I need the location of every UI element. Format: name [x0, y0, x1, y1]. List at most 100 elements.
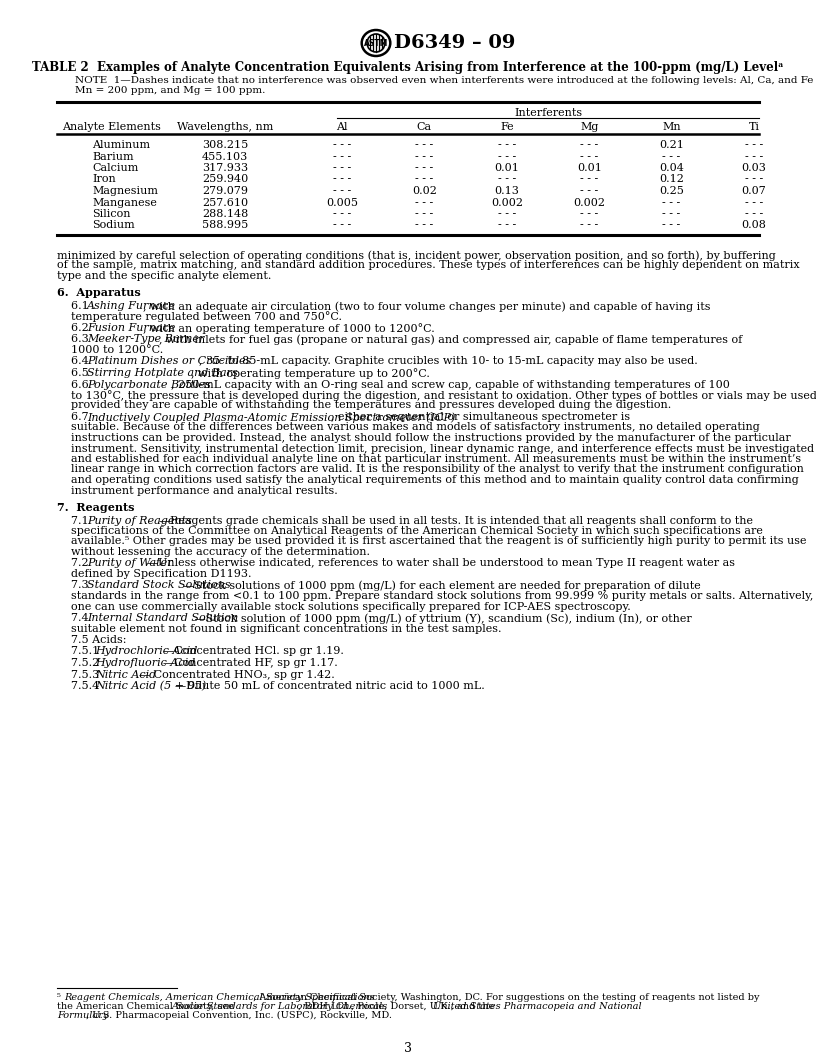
Text: Purity of Reagents: Purity of Reagents	[87, 515, 192, 526]
Text: —Dilute 50 mL of concentrated nitric acid to 1000 mL.: —Dilute 50 mL of concentrated nitric aci…	[175, 681, 485, 691]
Text: suitable. Because of the differences between various makes and models of satisfa: suitable. Because of the differences bet…	[71, 422, 760, 433]
Text: - - -: - - -	[333, 174, 351, 185]
Text: without lessening the accuracy of the determination.: without lessening the accuracy of the de…	[71, 547, 370, 557]
Text: —Reagents grade chemicals shall be used in all tests. It is intended that all re: —Reagents grade chemicals shall be used …	[159, 515, 753, 526]
Text: - - -: - - -	[498, 174, 516, 185]
Text: Polycarbonate Bottles: Polycarbonate Bottles	[87, 379, 211, 390]
Text: Purity of Water: Purity of Water	[87, 559, 173, 568]
Text: Iron: Iron	[92, 174, 116, 185]
Text: 0.03: 0.03	[742, 163, 766, 173]
Text: , with inlets for fuel gas (propane or natural gas) and compressed air, capable : , with inlets for fuel gas (propane or n…	[159, 335, 743, 345]
Text: 279.079: 279.079	[202, 186, 248, 196]
Text: —Unless otherwise indicated, references to water shall be understood to mean Typ: —Unless otherwise indicated, references …	[147, 559, 735, 568]
Text: Standard Stock Solutions: Standard Stock Solutions	[87, 581, 231, 590]
Text: - - -: - - -	[745, 140, 763, 150]
Text: - - -: - - -	[333, 140, 351, 150]
Text: Internal Standard Solution: Internal Standard Solution	[87, 612, 238, 623]
Text: suitable element not found in significant concentrations in the test samples.: suitable element not found in significan…	[71, 623, 502, 634]
Text: 0.002: 0.002	[490, 197, 523, 207]
Text: 6.1: 6.1	[71, 301, 92, 312]
Text: 6.  Apparatus: 6. Apparatus	[57, 287, 140, 299]
Text: - - -: - - -	[415, 197, 433, 207]
Text: - - -: - - -	[663, 151, 681, 162]
Text: available.⁵ Other grades may be used provided it is first ascertained that the r: available.⁵ Other grades may be used pro…	[71, 536, 806, 547]
Text: Nitric Acid (5 + 95): Nitric Acid (5 + 95)	[95, 681, 206, 692]
Text: ASTM: ASTM	[364, 38, 388, 48]
Text: , 250-mL capacity with an O-ring seal and screw cap, capable of withstanding tem: , 250-mL capacity with an O-ring seal an…	[171, 379, 730, 390]
Text: minimized by careful selection of operating conditions (that is, incident power,: minimized by careful selection of operat…	[57, 250, 776, 261]
Text: 1000 to 1200°C.: 1000 to 1200°C.	[71, 345, 163, 355]
Text: 7.  Reagents: 7. Reagents	[57, 502, 135, 513]
Text: - - -: - - -	[415, 163, 433, 173]
Text: one can use commercially available stock solutions specifically prepared for ICP: one can use commercially available stock…	[71, 602, 631, 611]
Text: Stirring Hotplate and Bars: Stirring Hotplate and Bars	[87, 367, 237, 378]
Text: - - -: - - -	[580, 140, 598, 150]
Text: 3: 3	[404, 1042, 412, 1055]
Text: Ashing Furnace: Ashing Furnace	[87, 301, 176, 312]
Text: , BDH Ltd., Poole, Dorset, U.K., and the: , BDH Ltd., Poole, Dorset, U.K., and the	[299, 1002, 498, 1011]
Text: 0.005: 0.005	[326, 197, 358, 207]
Text: 6.5: 6.5	[71, 367, 92, 378]
Text: TABLE 2  Examples of Analyte Concentration Equivalents Arising from Interference: TABLE 2 Examples of Analyte Concentratio…	[32, 61, 784, 74]
Text: Hydrofluoric Acid: Hydrofluoric Acid	[95, 658, 195, 668]
Text: - - -: - - -	[415, 151, 433, 162]
Text: 0.07: 0.07	[742, 186, 766, 196]
Text: 0.02: 0.02	[412, 186, 437, 196]
Text: 288.148: 288.148	[202, 209, 248, 219]
Text: 6.7: 6.7	[71, 412, 92, 422]
Text: Analyte Elements: Analyte Elements	[63, 122, 162, 132]
Text: Ti: Ti	[748, 122, 760, 132]
Text: Aluminum: Aluminum	[92, 140, 150, 150]
Text: Fe: Fe	[500, 122, 513, 132]
Text: - - -: - - -	[745, 197, 763, 207]
Text: - - -: - - -	[745, 151, 763, 162]
Text: NOTE  1—Dashes indicate that no interference was observed even when interferents: NOTE 1—Dashes indicate that no interfere…	[75, 76, 816, 84]
Text: , with an operating temperature of 1000 to 1200°C.: , with an operating temperature of 1000 …	[143, 323, 435, 334]
Text: 7.4: 7.4	[71, 612, 92, 623]
Text: 0.002: 0.002	[573, 197, 605, 207]
Text: , American Chemical Society, Washington, DC. For suggestions on the testing of r: , American Chemical Society, Washington,…	[250, 993, 760, 1002]
Text: Magnesium: Magnesium	[92, 186, 158, 196]
Text: Fusion Furnace: Fusion Furnace	[87, 323, 175, 333]
Text: 0.01: 0.01	[577, 163, 601, 173]
Text: D6349 – 09: D6349 – 09	[394, 34, 516, 52]
Text: Nitric Acid: Nitric Acid	[95, 670, 156, 679]
Text: of the sample, matrix matching, and standard addition procedures. These types of: of the sample, matrix matching, and stan…	[57, 261, 800, 270]
Text: - - -: - - -	[498, 221, 516, 230]
Text: - - -: - - -	[663, 221, 681, 230]
Text: 0.21: 0.21	[659, 140, 684, 150]
Text: provided they are capable of withstanding the temperatures and pressures develop: provided they are capable of withstandin…	[71, 400, 672, 411]
Text: 0.01: 0.01	[494, 163, 519, 173]
Text: standards in the range from <0.1 to 100 ppm. Prepare standard stock solutions fr: standards in the range from <0.1 to 100 …	[71, 591, 814, 601]
Text: type and the specific analyte element.: type and the specific analyte element.	[57, 271, 272, 281]
Text: Silicon: Silicon	[92, 209, 131, 219]
Text: 7.1: 7.1	[71, 515, 92, 526]
Text: 7.5 Acids:: 7.5 Acids:	[71, 635, 126, 645]
Text: , with operating temperature up to 200°C.: , with operating temperature up to 200°C…	[191, 367, 430, 379]
Text: Calcium: Calcium	[92, 163, 139, 173]
Text: — Concentrated HNO₃, sp gr 1.42.: — Concentrated HNO₃, sp gr 1.42.	[139, 670, 335, 679]
Text: , with an adequate air circulation (two to four volume changes per minute) and c: , with an adequate air circulation (two …	[143, 301, 711, 312]
Text: Mn = 200 ppm, and Mg = 100 ppm.: Mn = 200 ppm, and Mg = 100 ppm.	[75, 86, 265, 95]
Text: and established for each individual analyte line on that particular instrument. : and established for each individual anal…	[71, 454, 801, 464]
Text: - - -: - - -	[415, 174, 433, 185]
Text: Al: Al	[336, 122, 348, 132]
Text: 6.4: 6.4	[71, 357, 92, 366]
Text: - - -: - - -	[333, 163, 351, 173]
Text: - - -: - - -	[498, 151, 516, 162]
Text: ⁵: ⁵	[57, 993, 64, 1002]
Text: Meeker-Type Burner: Meeker-Type Burner	[87, 335, 204, 344]
Text: Barium: Barium	[92, 151, 134, 162]
Text: and operating conditions used satisfy the analytical requirements of this method: and operating conditions used satisfy th…	[71, 475, 799, 485]
Text: - - -: - - -	[333, 151, 351, 162]
Text: 6.2: 6.2	[71, 323, 92, 333]
Text: Wavelengths, nm: Wavelengths, nm	[177, 122, 273, 132]
Text: - - -: - - -	[580, 186, 598, 196]
Text: specifications of the Committee on Analytical Reagents of the American Chemical : specifications of the Committee on Analy…	[71, 526, 763, 536]
Text: —Concentrated HF, sp gr 1.17.: —Concentrated HF, sp gr 1.17.	[163, 658, 338, 668]
Text: —Concentrated HCl. sp gr 1.19.: —Concentrated HCl. sp gr 1.19.	[163, 646, 344, 657]
Text: 0.13: 0.13	[494, 186, 519, 196]
Text: - - -: - - -	[580, 209, 598, 219]
Text: defined by Specification D1193.: defined by Specification D1193.	[71, 569, 251, 579]
Text: , either a sequential or simultaneous spectrometer is: , either a sequential or simultaneous sp…	[331, 412, 630, 422]
